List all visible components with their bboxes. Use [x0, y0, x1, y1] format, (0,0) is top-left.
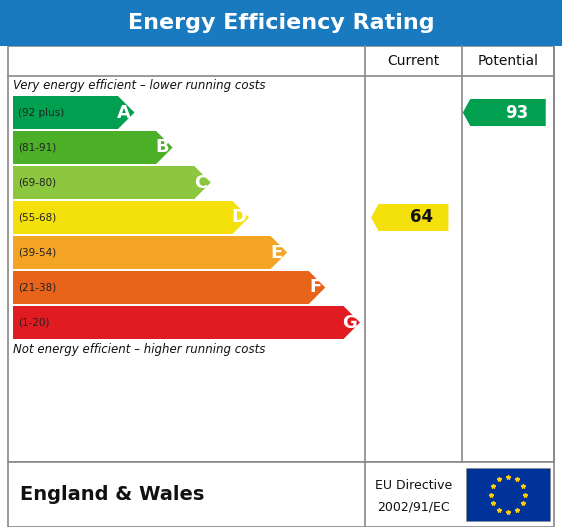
Text: Very energy efficient – lower running costs: Very energy efficient – lower running co… [13, 79, 265, 92]
Polygon shape [13, 271, 325, 304]
Text: C: C [194, 173, 207, 191]
Text: 2002/91/EC: 2002/91/EC [377, 501, 450, 514]
Bar [8, 46, 554, 462]
Bar [466, 468, 550, 521]
Text: D: D [231, 209, 246, 227]
Text: 64: 64 [410, 209, 433, 227]
Bar [8, 462, 554, 527]
Text: (92 plus): (92 plus) [18, 108, 64, 118]
Text: (55-68): (55-68) [18, 212, 56, 222]
Polygon shape [13, 236, 287, 269]
Text: E: E [271, 243, 283, 261]
Polygon shape [13, 96, 134, 129]
Polygon shape [371, 204, 448, 231]
Text: (21-38): (21-38) [18, 282, 56, 292]
Text: (81-91): (81-91) [18, 142, 56, 152]
Polygon shape [463, 99, 546, 126]
Text: (39-54): (39-54) [18, 248, 56, 258]
Text: A: A [117, 103, 131, 122]
Text: EU Directive: EU Directive [375, 479, 452, 492]
Text: Energy Efficiency Rating: Energy Efficiency Rating [128, 13, 434, 33]
Polygon shape [13, 166, 211, 199]
Text: (1-20): (1-20) [18, 317, 49, 327]
Bar [0, 0, 562, 46]
Text: F: F [309, 278, 321, 297]
Text: B: B [156, 139, 169, 157]
Text: England & Wales: England & Wales [20, 485, 205, 504]
Text: (69-80): (69-80) [18, 178, 56, 188]
Text: Potential: Potential [478, 54, 538, 68]
Polygon shape [13, 131, 173, 164]
Text: Not energy efficient – higher running costs: Not energy efficient – higher running co… [13, 343, 265, 356]
Polygon shape [13, 201, 249, 234]
Text: G: G [342, 314, 357, 331]
Text: 93: 93 [505, 103, 529, 122]
Polygon shape [13, 306, 360, 339]
Text: Current: Current [387, 54, 439, 68]
Bar [0, 462, 562, 527]
